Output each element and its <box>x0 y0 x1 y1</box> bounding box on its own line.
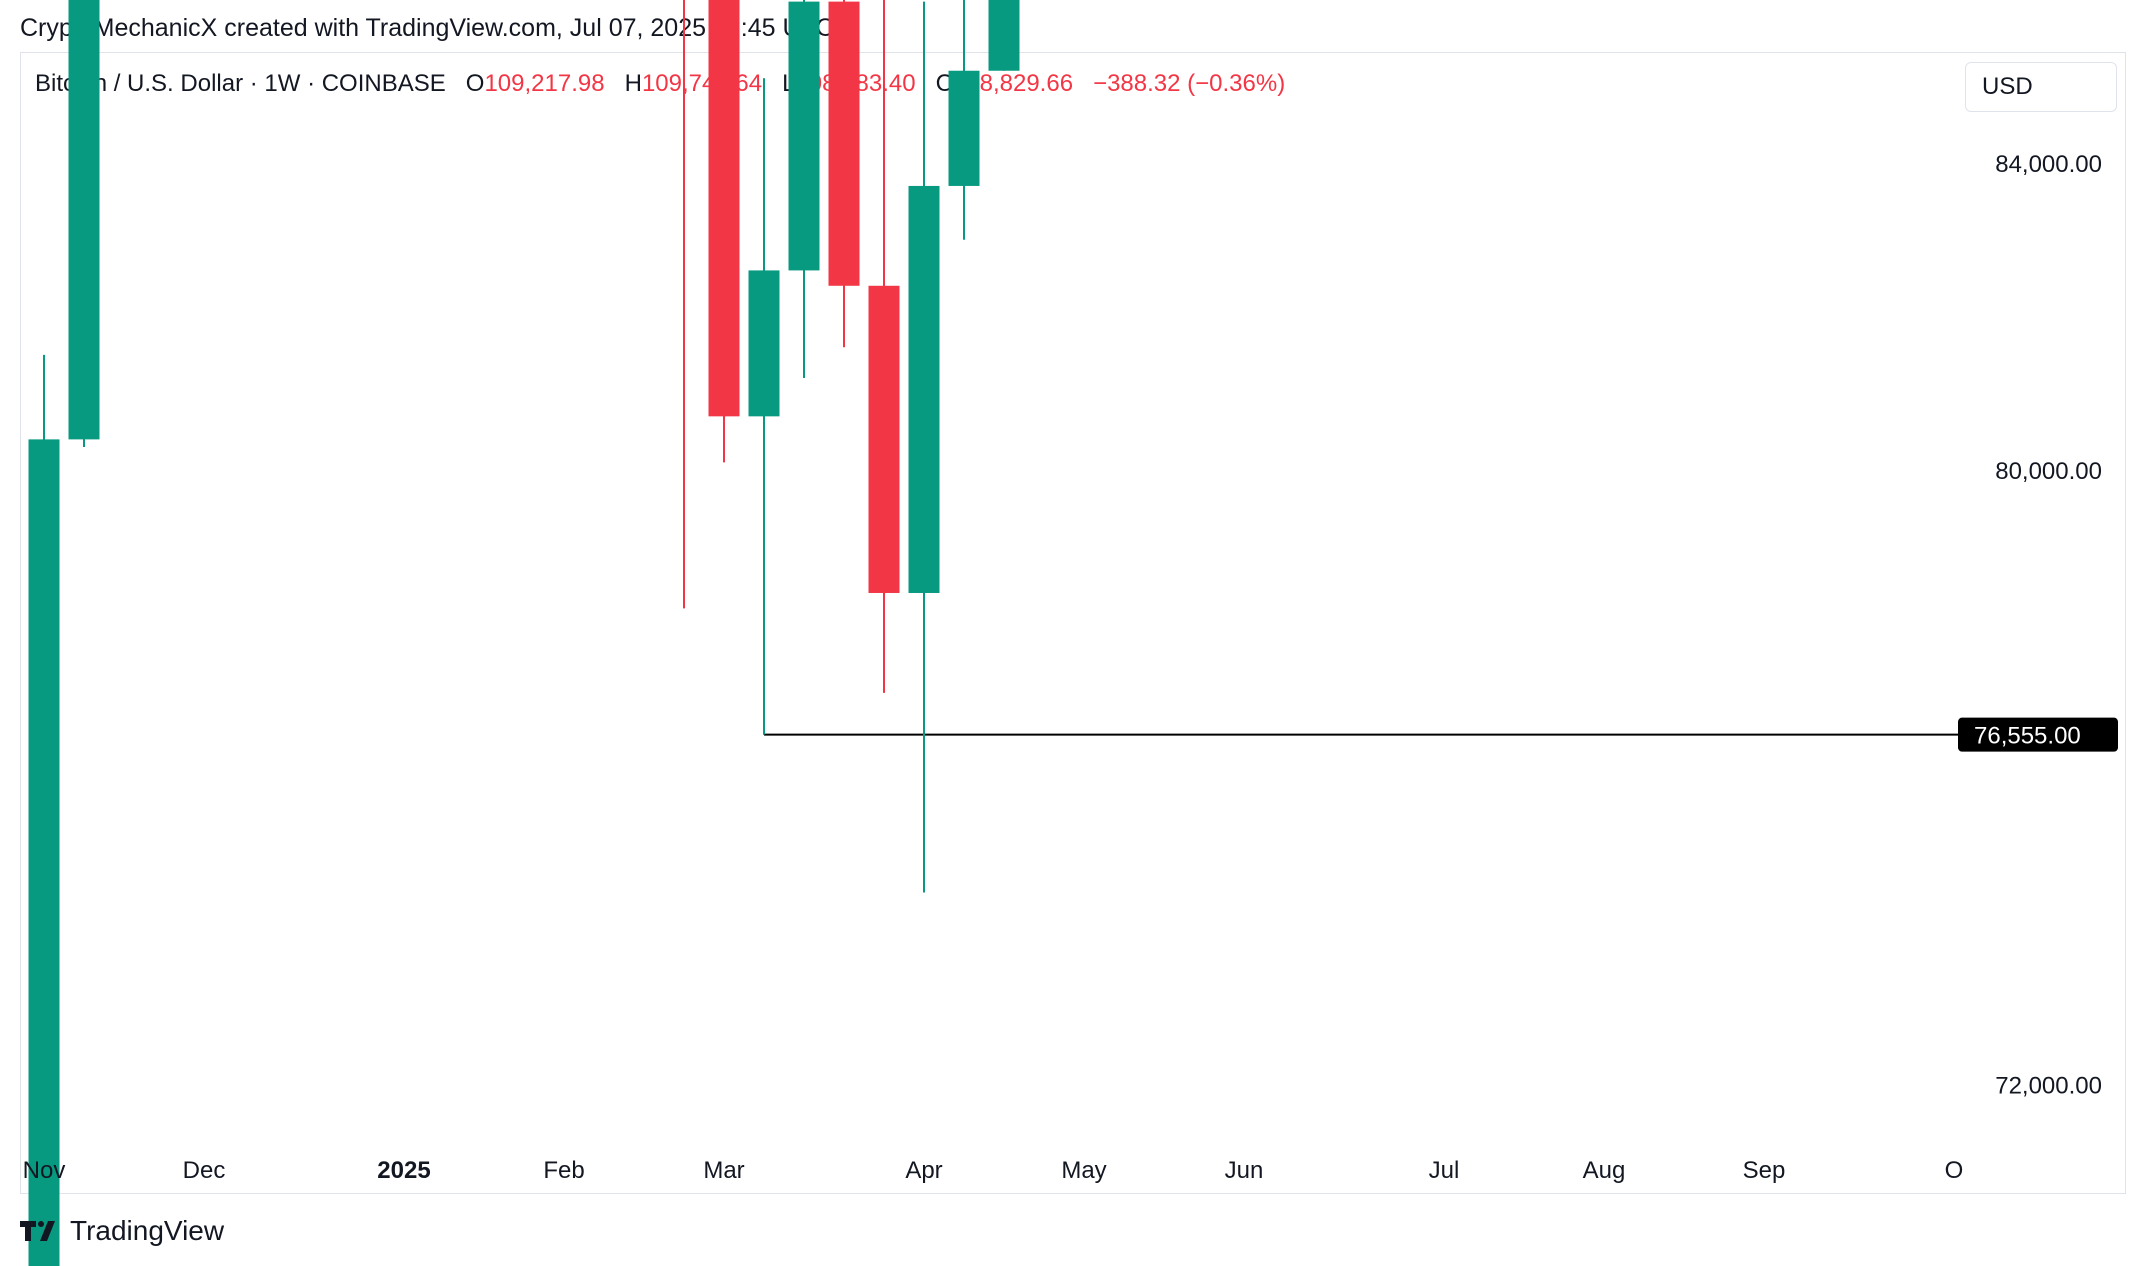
symbol-title[interactable]: Bitcoin / U.S. Dollar · 1W · COINBASE <box>35 70 446 97</box>
candle-body <box>948 70 980 186</box>
candle-body <box>868 285 900 593</box>
support-black-label <box>1958 717 2118 752</box>
x-axis-tick-label: Feb <box>543 1157 584 1184</box>
candle-body <box>708 0 740 417</box>
y-axis-tick-label: 72,000.00 <box>1995 1073 2102 1100</box>
x-axis-tick-label: Aug <box>1583 1157 1626 1184</box>
y-axis-tick-label: 84,000.00 <box>1995 151 2102 178</box>
chart-frame <box>20 52 2126 1194</box>
tradingview-logo-icon <box>20 1221 55 1241</box>
candle-body <box>788 1 820 271</box>
x-axis-tick-label: Jun <box>1225 1157 1264 1184</box>
candle-body <box>28 439 60 1266</box>
x-axis-tick-label: Sep <box>1743 1157 1786 1184</box>
x-axis-tick-label: 2025 <box>377 1157 430 1184</box>
x-axis-tick-label: O <box>1945 1157 1964 1184</box>
open-value: 109,217.98 <box>484 70 605 97</box>
footer-brand: TradingView <box>70 1215 225 1246</box>
high-value: 109,741.64 <box>641 70 763 97</box>
support-black-label-text: 76,555.00 <box>1974 723 2081 750</box>
candle-body <box>68 0 100 440</box>
change-value: −388.32 (−0.36%) <box>1093 70 1286 97</box>
x-axis-tick-label: Mar <box>703 1157 744 1184</box>
candle-body <box>828 1 860 286</box>
currency-selector[interactable]: USD <box>1965 62 2117 112</box>
footer-logo[interactable]: TradingView <box>20 1215 224 1247</box>
open-label: O <box>465 70 485 97</box>
candle-body <box>988 0 1020 71</box>
x-axis-tick-label: Apr <box>905 1157 942 1184</box>
x-axis-tick-label: May <box>1061 1157 1106 1184</box>
high-label: H <box>624 70 642 97</box>
x-axis-tick-label: Dec <box>183 1157 226 1184</box>
candle-body <box>748 270 780 417</box>
candle-body <box>908 185 940 593</box>
x-axis-tick-label: Jul <box>1429 1157 1460 1184</box>
y-axis-tick-label: 80,000.00 <box>1995 458 2102 485</box>
x-axis-tick-label: Nov <box>23 1157 66 1184</box>
